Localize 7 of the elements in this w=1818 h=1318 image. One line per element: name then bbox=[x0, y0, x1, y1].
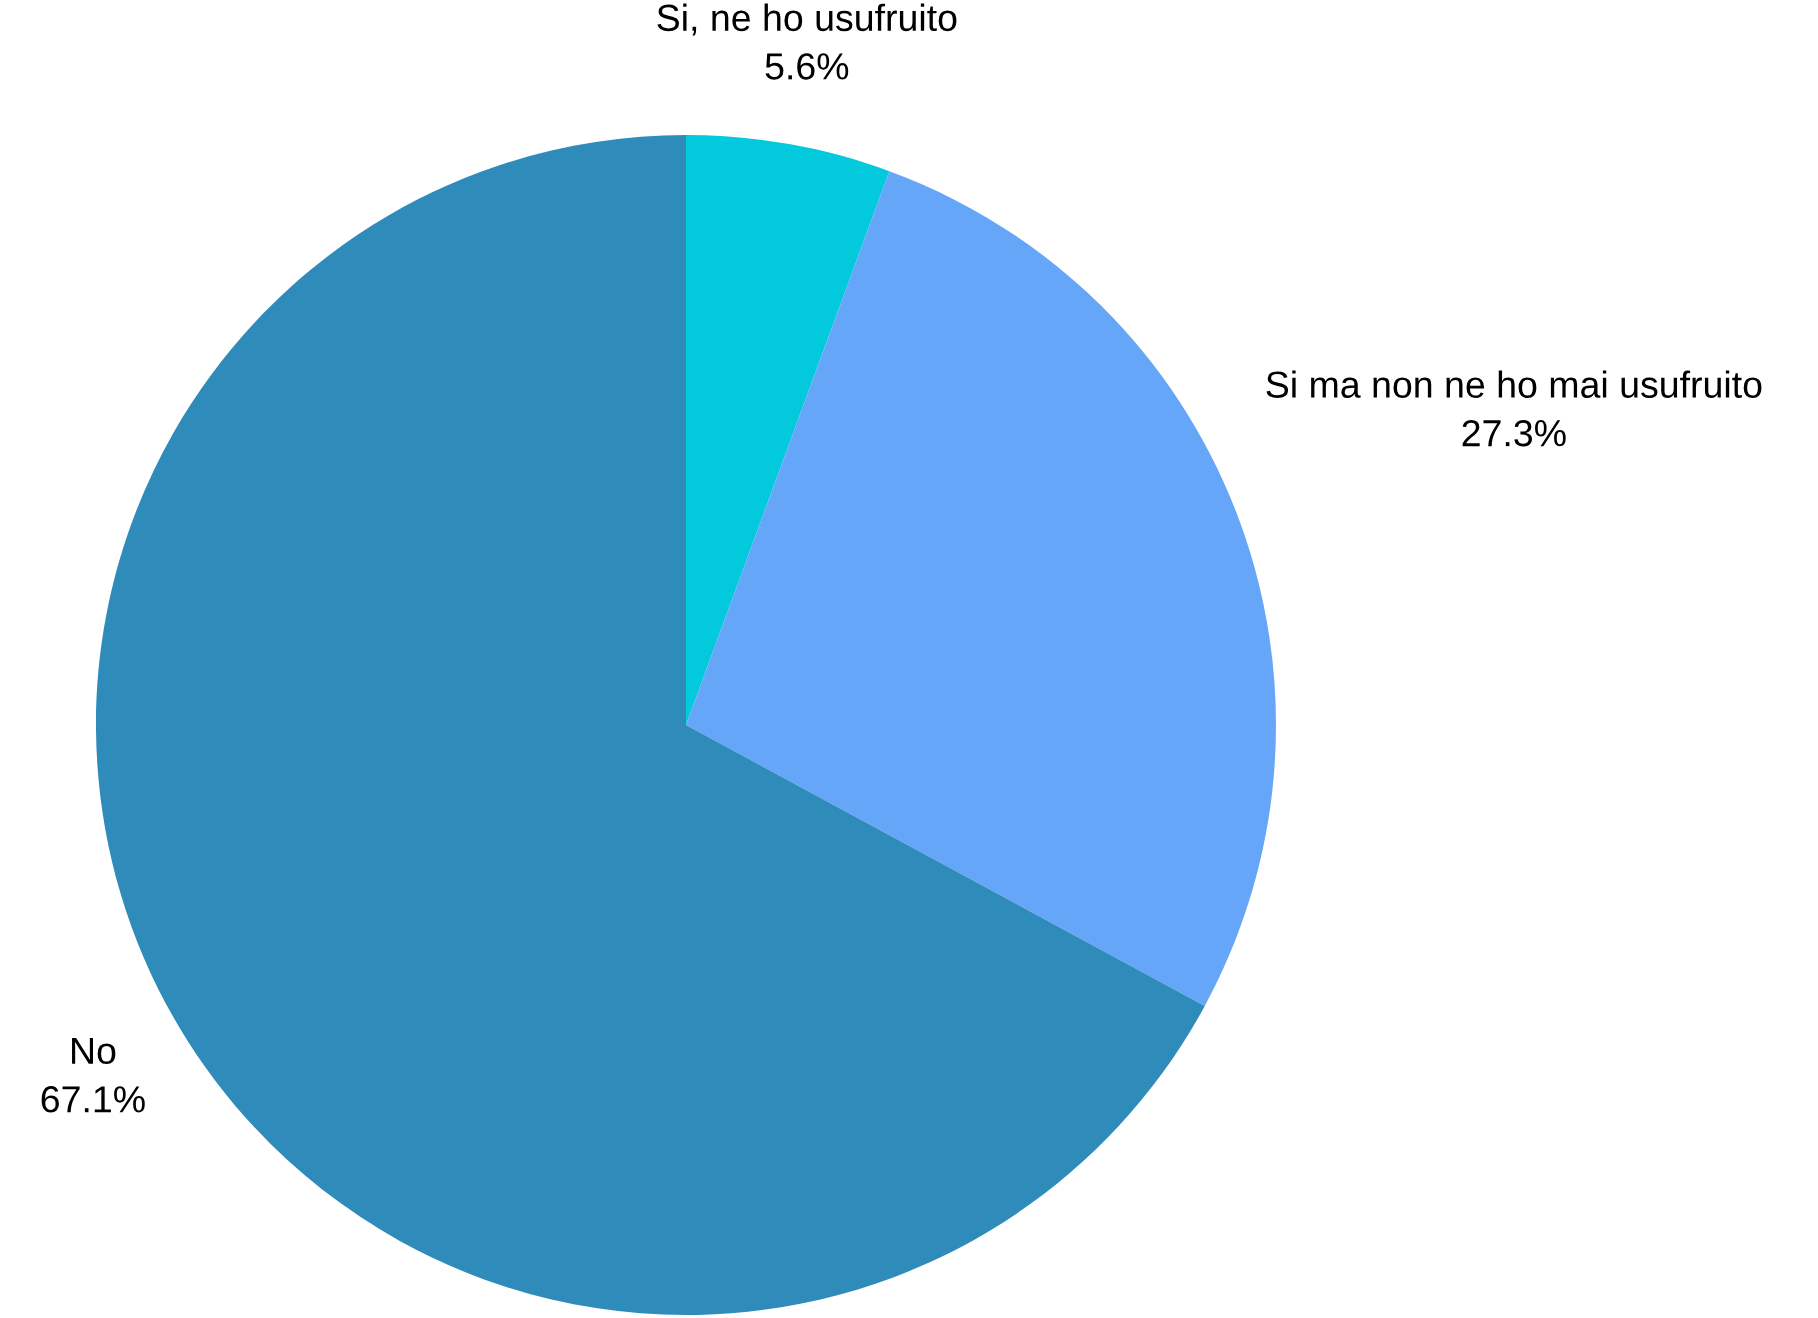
slice-label: Si, ne ho usufruito bbox=[657, 3, 957, 36]
slice-label: Si ma non ne ho mai usufruito bbox=[1266, 370, 1762, 398]
data-label: 5.6% bbox=[765, 53, 849, 80]
data-label: 67.1% bbox=[41, 1086, 145, 1113]
slice-label: No bbox=[72, 1037, 116, 1065]
data-label: 27.3% bbox=[1462, 419, 1566, 447]
pie-slice bbox=[686, 135, 890, 725]
